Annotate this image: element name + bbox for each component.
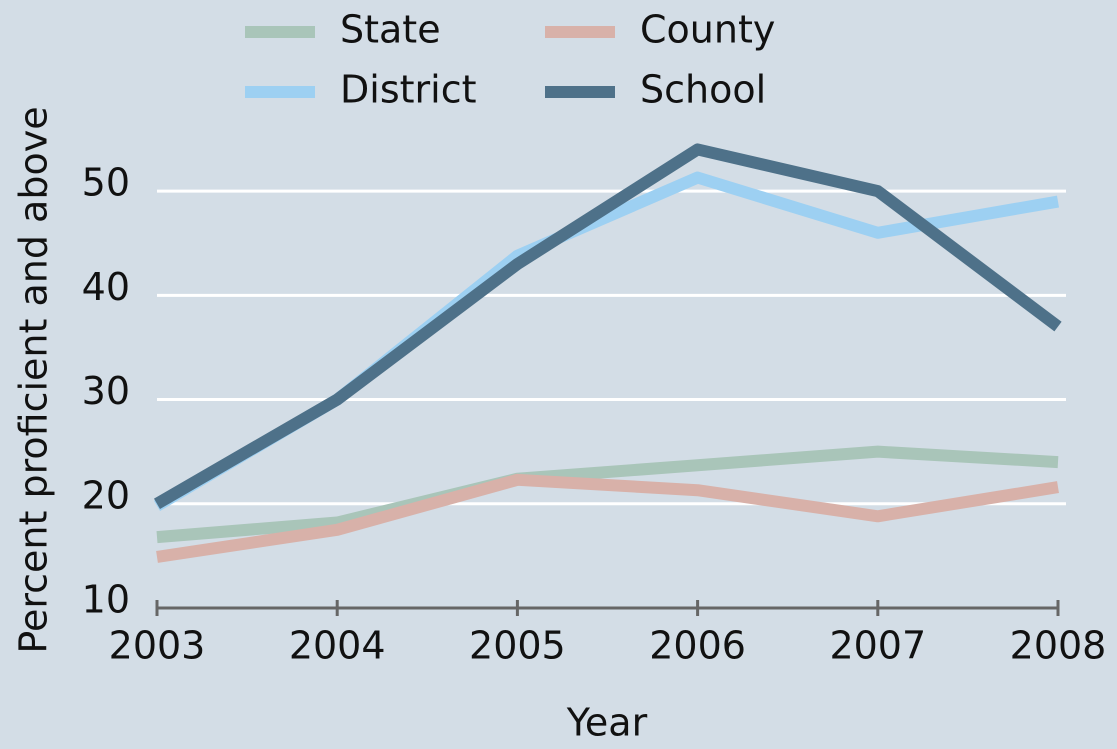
y-tick-label: 40	[82, 265, 130, 309]
y-axis-label: Percent proficient and above	[12, 106, 56, 653]
x-axis-label: Year	[566, 701, 648, 745]
x-tick-label: 2007	[829, 624, 926, 668]
x-tick-label: 2008	[1010, 624, 1107, 668]
legend-label: District	[340, 68, 477, 112]
series-line	[153, 143, 1062, 509]
series-line	[156, 445, 1059, 544]
y-tick-label: 20	[82, 473, 130, 517]
x-tick-label: 2005	[469, 624, 566, 668]
x-tick-label: 2003	[109, 624, 206, 668]
y-tick-label: 30	[82, 369, 130, 413]
legend-label: School	[640, 68, 766, 112]
legend-label: State	[340, 8, 441, 52]
y-tick-label: 10	[82, 578, 130, 622]
x-tick-label: 2006	[649, 624, 746, 668]
y-tick-label: 50	[82, 161, 130, 205]
series-line	[156, 473, 1059, 563]
legend-label: County	[640, 8, 775, 52]
x-tick-label: 2004	[289, 624, 386, 668]
